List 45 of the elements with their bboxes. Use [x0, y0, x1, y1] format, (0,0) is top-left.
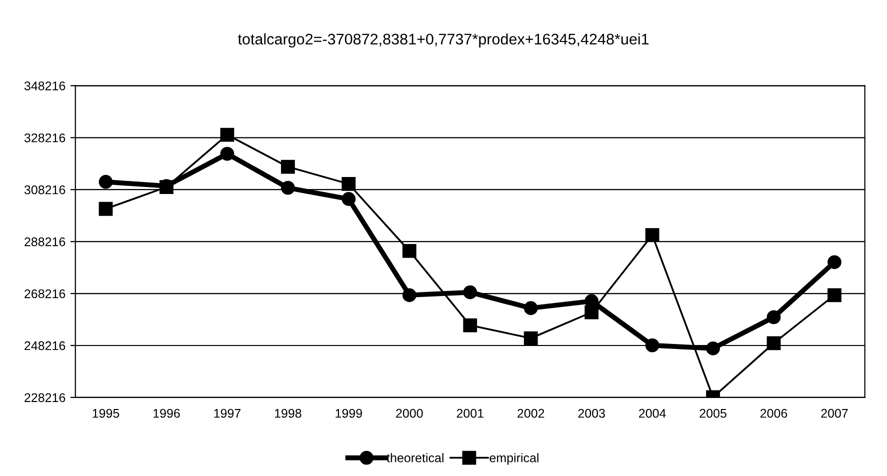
point — [402, 244, 416, 258]
x-tick-label: 1999 — [336, 408, 362, 418]
y-tick-label: 228216 — [24, 393, 66, 402]
point — [524, 301, 538, 316]
point — [402, 288, 416, 302]
y-tick-label: 288216 — [24, 237, 66, 246]
point — [463, 318, 478, 332]
y-tick-label: 248216 — [24, 341, 66, 350]
point — [342, 176, 356, 191]
point — [766, 336, 781, 350]
x-tick-label: 2004 — [639, 408, 666, 418]
point — [280, 180, 295, 195]
point — [280, 160, 295, 174]
point — [645, 228, 660, 242]
x-tick-label: 2003 — [578, 408, 605, 418]
point — [220, 128, 234, 142]
point — [828, 288, 842, 302]
legend-label: theoretical — [386, 453, 444, 462]
point — [98, 202, 113, 216]
x-tick-label: 1995 — [92, 408, 120, 418]
x-tick-label: 2002 — [518, 408, 544, 418]
point — [220, 146, 234, 161]
x-tick-label: 2001 — [456, 408, 484, 418]
x-tick-label: 1996 — [154, 408, 180, 418]
point — [706, 341, 720, 356]
legend-label: empirical — [490, 453, 538, 465]
point — [766, 310, 781, 324]
point — [524, 331, 538, 346]
x-tick-label: 2000 — [396, 408, 423, 418]
point — [584, 305, 599, 320]
x-tick-label: 1997 — [214, 408, 240, 418]
x-tick-label: 1998 — [274, 408, 302, 418]
y-tick-label: 348216 — [24, 81, 66, 90]
point — [828, 255, 842, 270]
x-tick-label: 2006 — [760, 408, 788, 418]
y-tick-label: 328216 — [24, 133, 66, 142]
x-tick-label: 2007 — [821, 408, 848, 418]
y-tick-label: 268216 — [24, 289, 66, 298]
point — [645, 338, 660, 352]
chart-title: totalcargo2=-370872,8381+0,7737*prodex+16345,4248*uei1 — [238, 33, 649, 48]
point — [342, 192, 356, 206]
point — [98, 174, 113, 189]
x-tick-label: 2005 — [700, 408, 726, 418]
point — [463, 285, 478, 300]
y-tick-label: 308216 — [24, 185, 66, 194]
